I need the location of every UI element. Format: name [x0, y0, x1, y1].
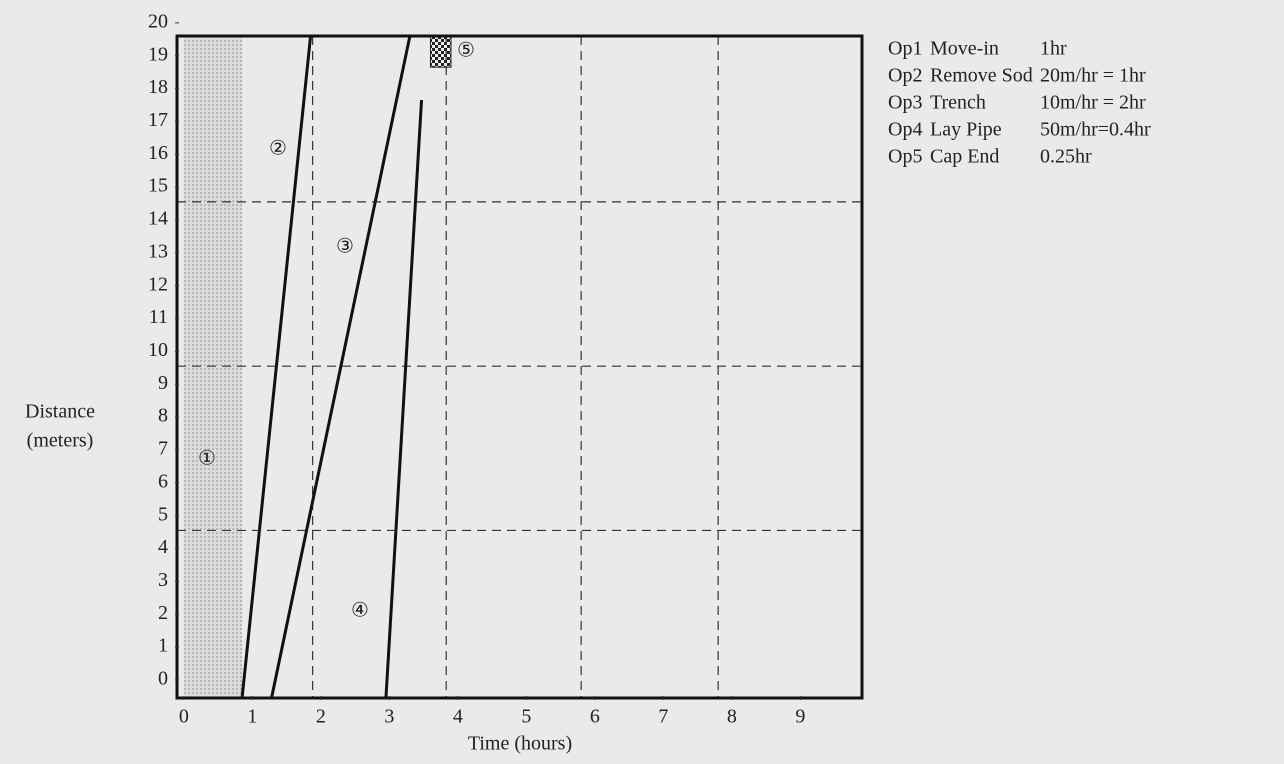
y-tick-label: 11 — [149, 306, 168, 328]
y-tick-label: 18 — [148, 76, 168, 98]
op-line — [240, 35, 313, 699]
y-tick-label: 8 — [158, 405, 168, 427]
legend-text: 20m/hr = 1hr — [1040, 65, 1146, 87]
op-marker: ② — [269, 138, 287, 160]
x-tick-label: 1 — [247, 706, 257, 728]
y-axis-label: Distance — [25, 401, 95, 423]
legend-text: Move-in — [930, 38, 999, 60]
y-tick-label: 17 — [148, 109, 168, 131]
x-tick-label: 2 — [316, 706, 326, 728]
x-tick-label: 0 — [179, 706, 189, 728]
x-tick-label: 8 — [727, 706, 737, 728]
legend-text: 1hr — [1040, 38, 1067, 60]
y-tick-label: 9 — [158, 372, 168, 394]
x-tick-label: 7 — [658, 706, 668, 728]
legend-text: Op3 — [888, 92, 922, 114]
legend-text: 0.25hr — [1040, 146, 1092, 168]
plot-frame — [175, 34, 864, 700]
y-tick-label: 19 — [148, 43, 168, 65]
op-marker: ④ — [351, 600, 369, 622]
op-marker: ⑤ — [457, 40, 475, 62]
y-tick-label: 14 — [148, 208, 168, 230]
y-axis-label: (meters) — [27, 430, 94, 452]
y-tick-label: 12 — [148, 273, 168, 295]
x-tick-label: 4 — [453, 706, 463, 728]
op-line — [384, 99, 424, 699]
y-tick-label: 13 — [148, 240, 168, 262]
y-tick-label: 4 — [158, 536, 168, 558]
legend-text: Op1 — [888, 38, 922, 60]
y-tick-label: 1 — [158, 635, 168, 657]
legend-text: Op2 — [888, 65, 922, 87]
y-tick-label: 6 — [158, 470, 168, 492]
y-tick-label: 15 — [148, 175, 168, 197]
op-band — [183, 36, 243, 698]
legend-text: Op5 — [888, 146, 922, 168]
y-tick-label: 20 — [148, 10, 168, 32]
x-tick-label: 6 — [590, 706, 600, 728]
legend-text: Remove Sod — [930, 65, 1033, 87]
op-line — [270, 35, 412, 699]
legend-text: 10m/hr = 2hr — [1040, 92, 1146, 114]
y-tick-label: 16 — [148, 142, 168, 164]
legend-text: Cap End — [930, 146, 999, 168]
x-tick-label: 9 — [795, 706, 805, 728]
op-marker: ③ — [336, 236, 354, 258]
legend-text: Lay Pipe — [930, 119, 1002, 141]
legend-text: 50m/hr=0.4hr — [1040, 119, 1151, 141]
y-tick-label: 3 — [158, 569, 168, 591]
x-tick-label: 3 — [384, 706, 394, 728]
y-tick-label: 0 — [158, 668, 168, 690]
y-tick-label: 7 — [158, 438, 168, 460]
legend-text: Op4 — [888, 119, 922, 141]
op-marker: ① — [198, 448, 216, 470]
legend-text: Trench — [930, 92, 986, 114]
x-tick-label: 5 — [521, 706, 531, 728]
op-block — [429, 35, 452, 68]
y-tick-label: 10 — [148, 339, 168, 361]
y-tick-label: 5 — [158, 503, 168, 525]
y-tick-label: 2 — [158, 602, 168, 624]
x-axis-label: Time (hours) — [468, 733, 572, 755]
